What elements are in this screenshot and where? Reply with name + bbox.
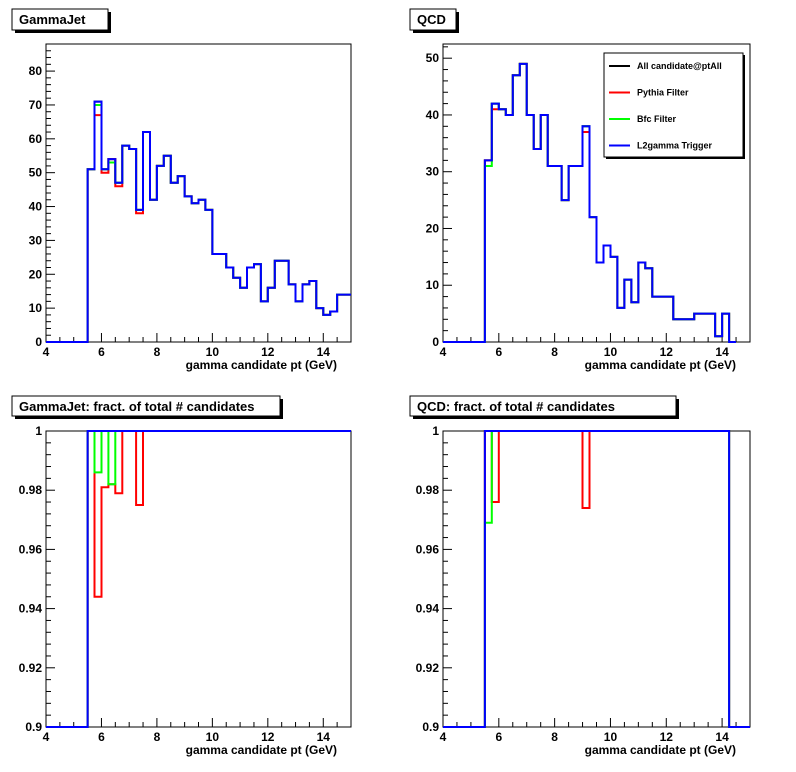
y-tick-label: 20 xyxy=(29,267,43,281)
x-tick-label: 10 xyxy=(604,345,618,359)
y-tick-label: 0.96 xyxy=(416,542,440,556)
y-tick-label: 50 xyxy=(29,166,43,180)
chart-gj: GammaJet 4 6 8 10 12 14 0 10 20 30 40 50 60 70 80 gamma … xyxy=(11,8,352,372)
series-bfc xyxy=(46,430,351,728)
x-tick-label: 8 xyxy=(551,730,558,744)
y-tick-label: 0.9 xyxy=(422,720,439,734)
y-tick-label: 0.92 xyxy=(416,661,440,675)
x-tick-label: 8 xyxy=(154,345,161,359)
y-tick-label: 0.98 xyxy=(416,483,440,497)
y-tick-label: 60 xyxy=(29,132,43,146)
legend-box xyxy=(603,52,744,158)
y-tick-label: 80 xyxy=(29,64,43,78)
series-pythia xyxy=(46,430,351,728)
y-tick-label: 0.9 xyxy=(25,720,42,734)
x-tick-label: 14 xyxy=(317,730,331,744)
chart-title: QCD xyxy=(417,12,446,27)
y-tick-label: 0 xyxy=(35,335,42,349)
x-tick-label: 12 xyxy=(660,345,674,359)
y-tick-label: 0.94 xyxy=(416,602,440,616)
chart-gjf: GammaJet: fract. of total # candidates 4 6… xyxy=(11,395,352,757)
y-tick-label: 40 xyxy=(426,108,440,122)
x-tick-label: 8 xyxy=(551,345,558,359)
x-tick-label: 6 xyxy=(495,345,502,359)
x-tick-label: 4 xyxy=(43,345,50,359)
series-l2 xyxy=(443,62,736,343)
x-tick-label: 10 xyxy=(206,730,220,744)
x-axis-label: gamma candidate pt (GeV) xyxy=(186,358,337,372)
legend: All candidate@ptAll Pythia Filter Bfc Filt… xyxy=(603,52,745,159)
x-tick-label: 12 xyxy=(261,730,275,744)
x-tick-label: 14 xyxy=(317,345,331,359)
series-l2 xyxy=(46,100,351,343)
chart-title: GammaJet: fract. of total # candidates xyxy=(19,399,255,414)
y-tick-label: 30 xyxy=(29,233,43,247)
legend-label: Bfc Filter xyxy=(637,114,677,124)
y-tick-label: 0.98 xyxy=(19,483,43,497)
series-l2 xyxy=(46,430,351,728)
y-tick-label: 1 xyxy=(432,424,439,438)
x-tick-label: 10 xyxy=(206,345,220,359)
y-tick-label: 50 xyxy=(426,51,440,65)
series-pythia xyxy=(46,114,351,343)
series-bfc xyxy=(443,430,750,728)
x-tick-label: 12 xyxy=(261,345,275,359)
series-l2 xyxy=(443,430,750,728)
title-box xyxy=(409,8,457,31)
legend-entry: All candidate@ptAll xyxy=(609,61,722,71)
x-tick-label: 6 xyxy=(98,345,105,359)
plot-frame xyxy=(45,43,352,343)
x-tick-label: 10 xyxy=(604,730,618,744)
y-tick-label: 40 xyxy=(29,200,43,214)
y-tick-label: 70 xyxy=(29,98,43,112)
plot-frame xyxy=(45,430,352,728)
legend-entry: L2gamma Trigger xyxy=(609,141,713,151)
x-tick-label: 4 xyxy=(440,345,447,359)
chart-title: GammaJet xyxy=(19,12,86,27)
x-tick-label: 6 xyxy=(495,730,502,744)
x-tick-label: 14 xyxy=(715,730,729,744)
y-tick-label: 1 xyxy=(35,424,42,438)
legend-label: L2gamma Trigger xyxy=(637,141,713,151)
x-tick-label: 14 xyxy=(715,345,729,359)
title-box xyxy=(409,395,677,417)
y-tick-label: 10 xyxy=(29,301,43,315)
series-bfc xyxy=(46,104,351,343)
title-box xyxy=(11,8,109,31)
y-tick-label: 30 xyxy=(426,165,440,179)
legend-label: Pythia Filter xyxy=(637,88,689,98)
x-tick-label: 4 xyxy=(440,730,447,744)
series-all xyxy=(46,100,351,343)
series-all xyxy=(443,430,750,728)
chart-qcd: QCD 4 6 8 10 12 14 0 10 20 30 40 50 gamma candidate p… xyxy=(409,8,751,372)
y-tick-label: 0 xyxy=(432,335,439,349)
y-tick-label: 0.96 xyxy=(19,542,43,556)
x-tick-label: 8 xyxy=(154,730,161,744)
x-axis-label: gamma candidate pt (GeV) xyxy=(186,743,337,757)
y-tick-label: 20 xyxy=(426,221,440,235)
series-pythia xyxy=(443,430,750,728)
plot-frame xyxy=(442,430,751,728)
series-all xyxy=(46,430,351,728)
x-tick-label: 6 xyxy=(98,730,105,744)
x-tick-label: 4 xyxy=(43,730,50,744)
legend-entry: Pythia Filter xyxy=(609,88,689,98)
x-axis-label: gamma candidate pt (GeV) xyxy=(585,743,736,757)
x-axis-label: gamma candidate pt (GeV) xyxy=(585,358,736,372)
legend-entry: Bfc Filter xyxy=(609,114,677,124)
y-tick-label: 0.94 xyxy=(19,602,43,616)
chart-qcdf: QCD: fract. of total # candidates 4 6 8 10 12… xyxy=(409,395,751,757)
legend-label: All candidate@ptAll xyxy=(637,61,722,71)
x-tick-label: 12 xyxy=(660,730,674,744)
title-box xyxy=(11,395,281,417)
chart-title: QCD: fract. of total # candidates xyxy=(417,399,615,414)
y-tick-label: 0.92 xyxy=(19,661,43,675)
y-tick-label: 10 xyxy=(426,278,440,292)
